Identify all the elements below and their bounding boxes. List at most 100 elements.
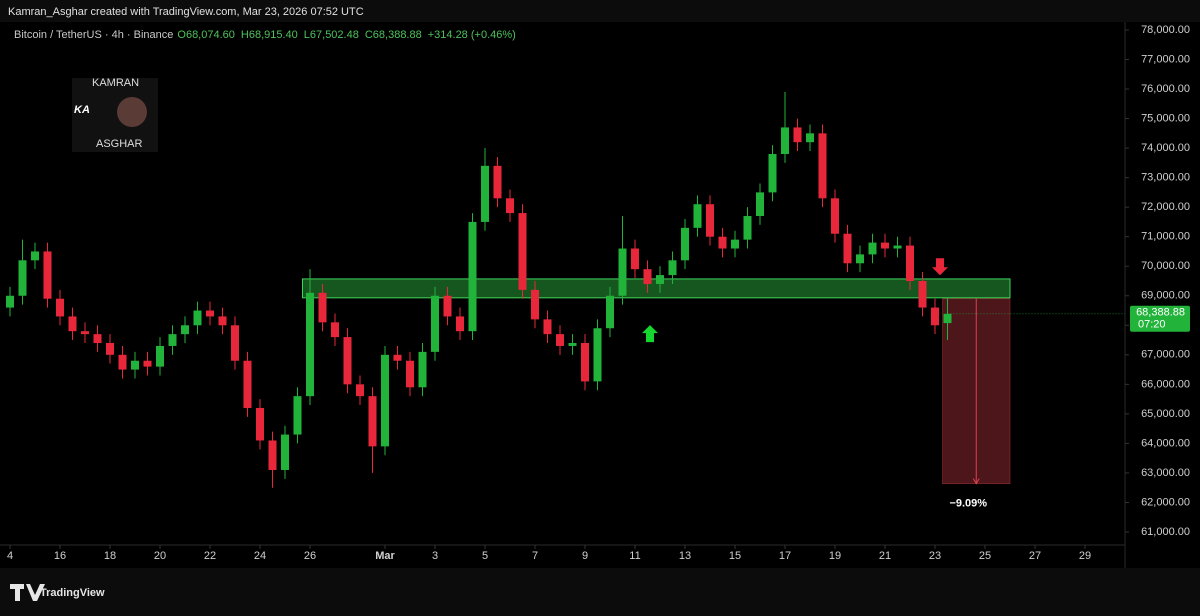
candle-body bbox=[331, 322, 339, 338]
candle-body bbox=[56, 298, 64, 317]
candle-body bbox=[443, 295, 452, 317]
candle-body bbox=[931, 307, 939, 326]
candle-body bbox=[468, 221, 477, 332]
x-tick-label: 4 bbox=[7, 550, 13, 562]
candle-body bbox=[781, 127, 789, 155]
candle-body bbox=[756, 192, 764, 217]
candle-body bbox=[393, 354, 402, 361]
candle-body bbox=[31, 251, 39, 261]
candle-body bbox=[593, 328, 602, 382]
arrow-marker bbox=[642, 325, 658, 343]
x-tick-label: 18 bbox=[104, 550, 116, 562]
symbol: Bitcoin / TetherUS · 4h · Binance bbox=[14, 29, 173, 41]
y-tick-label: 67,000.00 bbox=[1141, 349, 1190, 361]
candle-body bbox=[81, 331, 89, 335]
candle-body bbox=[181, 325, 189, 335]
y-tick-label: 71,000.00 bbox=[1141, 231, 1190, 243]
candle-body bbox=[93, 334, 102, 344]
x-tick-label: 25 bbox=[979, 550, 991, 562]
candle-body bbox=[531, 289, 539, 320]
candle-body bbox=[906, 245, 914, 281]
y-tick-label: 66,000.00 bbox=[1141, 378, 1190, 390]
y-tick-label: 61,000.00 bbox=[1141, 526, 1190, 538]
candle-body bbox=[481, 165, 489, 222]
candle-body bbox=[418, 351, 427, 388]
y-tick-label: 73,000.00 bbox=[1141, 172, 1190, 184]
y-tick-label: 62,000.00 bbox=[1141, 496, 1190, 508]
candle-body bbox=[831, 198, 839, 234]
logo-top: KAMRAN bbox=[92, 77, 139, 89]
x-tick-label: 17 bbox=[779, 550, 791, 562]
candle-body bbox=[118, 354, 127, 370]
footer-text: TradingView bbox=[40, 587, 105, 599]
y-tick-label: 76,000.00 bbox=[1141, 83, 1190, 95]
x-tick-label: 7 bbox=[532, 550, 538, 562]
x-tick-label: 22 bbox=[204, 550, 216, 562]
x-tick-label: 3 bbox=[432, 550, 438, 562]
position-arrow-head bbox=[972, 478, 980, 485]
legend-value: L67,502.48 bbox=[304, 29, 359, 41]
candle-body bbox=[856, 254, 864, 264]
logo-figure bbox=[117, 97, 147, 127]
candle-body bbox=[818, 133, 827, 199]
candle-body bbox=[893, 245, 902, 249]
footer-logo: TradingView bbox=[10, 584, 105, 601]
candle-body bbox=[493, 165, 502, 199]
last-price-tag bbox=[1130, 305, 1190, 332]
logo-mark: KA bbox=[74, 104, 90, 116]
candle-body bbox=[256, 407, 264, 441]
candle-body bbox=[618, 248, 627, 296]
x-tick-label: 26 bbox=[304, 550, 316, 562]
y-tick-label: 77,000.00 bbox=[1141, 53, 1190, 65]
candle-body bbox=[281, 434, 289, 470]
candle-body bbox=[568, 343, 577, 346]
candle-body bbox=[843, 233, 852, 264]
y-tick-label: 72,000.00 bbox=[1141, 201, 1190, 213]
candle-body bbox=[543, 319, 552, 335]
candle-body bbox=[743, 216, 752, 240]
candle-body bbox=[156, 345, 164, 367]
y-tick-label: 75,000.00 bbox=[1141, 112, 1190, 124]
footer-icon bbox=[10, 584, 45, 601]
candle-body bbox=[218, 316, 227, 326]
candle-body bbox=[6, 295, 14, 308]
y-tick-label: 63,000.00 bbox=[1141, 467, 1190, 479]
candle-body bbox=[518, 213, 527, 290]
candle-body bbox=[293, 396, 302, 435]
candle-body bbox=[18, 260, 27, 296]
candle-body bbox=[431, 295, 439, 352]
candle-body bbox=[606, 295, 614, 329]
y-tick-label: 78,000.00 bbox=[1141, 24, 1190, 36]
candle-body bbox=[306, 292, 314, 397]
candle-body bbox=[231, 325, 239, 361]
candle-body bbox=[43, 251, 52, 299]
candle-body bbox=[643, 269, 652, 284]
candle-body bbox=[268, 440, 277, 470]
candle-body bbox=[206, 310, 214, 317]
x-tick-label: 29 bbox=[1079, 550, 1091, 562]
candle-body bbox=[881, 242, 889, 249]
candle-body bbox=[318, 292, 327, 323]
last-price-label: 68,388.88 bbox=[1136, 307, 1185, 319]
legend-value: O68,074.60 bbox=[177, 29, 235, 41]
logo-bottom: ASGHAR bbox=[96, 138, 143, 150]
x-tick-label: Mar bbox=[375, 550, 395, 562]
x-tick-label: 16 bbox=[54, 550, 66, 562]
x-tick-label: 20 bbox=[154, 550, 166, 562]
top-bar bbox=[0, 0, 1200, 22]
candle-body bbox=[131, 360, 139, 370]
countdown: 07:20 bbox=[1138, 319, 1166, 331]
candle-body bbox=[806, 133, 814, 143]
candle-body bbox=[406, 360, 414, 388]
candle-body bbox=[731, 239, 739, 249]
x-tick-label: 5 bbox=[482, 550, 488, 562]
candle-body bbox=[106, 343, 114, 355]
x-tick-label: 9 bbox=[582, 550, 588, 562]
legend-value: +314.28 (+0.46%) bbox=[428, 29, 516, 41]
candle-body bbox=[706, 204, 714, 237]
arrow-marker bbox=[932, 258, 948, 276]
credit: Kamran_Asghar created with TradingView.c… bbox=[8, 6, 364, 18]
candle-body bbox=[243, 360, 252, 408]
